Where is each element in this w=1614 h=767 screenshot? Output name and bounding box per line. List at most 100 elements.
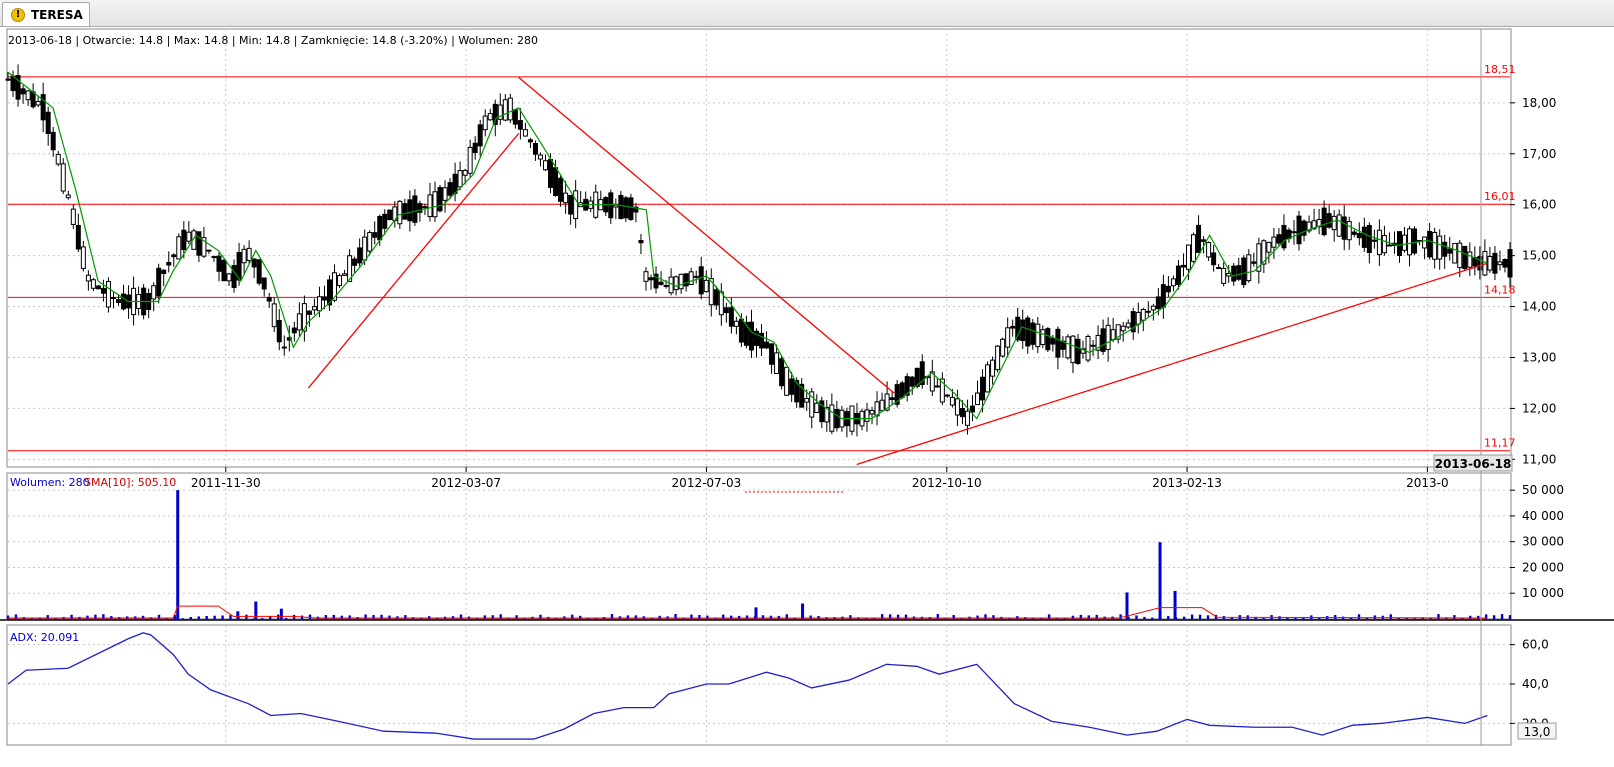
volume-bar — [1429, 617, 1432, 619]
volume-spike-bar — [801, 603, 805, 619]
candle-body — [558, 177, 564, 202]
candle-body — [1030, 322, 1036, 345]
price-tick-label: 18,00 — [1522, 96, 1556, 110]
candle-body — [276, 320, 282, 343]
date-tick-label: 2012-03-07 — [431, 476, 501, 490]
candle-body — [1477, 256, 1483, 271]
candle-body — [1346, 221, 1352, 241]
price-tick-label: 17,00 — [1522, 147, 1556, 161]
volume-bar — [722, 614, 725, 619]
candle-body — [653, 273, 659, 289]
candle-body — [15, 75, 21, 100]
candle-body — [753, 330, 759, 346]
candle-body — [1251, 261, 1257, 264]
chart-area[interactable]: 18,51 16,01 14,18 11,17 11,00 12,00 13,00 14,0… — [0, 27, 1614, 767]
volume-bar — [690, 614, 693, 619]
candle-body — [899, 382, 905, 398]
volume-bar — [904, 614, 908, 619]
sma-polyline — [7, 71, 1488, 420]
volume-bar — [1254, 616, 1257, 619]
candle-body — [1000, 338, 1006, 357]
candle-body — [728, 307, 734, 327]
candle-body — [1321, 207, 1327, 236]
candle-body — [1135, 311, 1141, 325]
candle-body — [382, 213, 388, 229]
candle-body — [216, 255, 222, 272]
candle-body — [1306, 221, 1312, 232]
candle-body — [271, 303, 277, 328]
volume-bar — [1031, 617, 1035, 619]
candle-body — [75, 224, 81, 250]
volume-bar — [102, 614, 105, 619]
volume-bar — [1302, 618, 1305, 619]
candle-body — [70, 208, 76, 225]
volume-bar — [1484, 614, 1488, 619]
tab-teresa[interactable]: ! TERESA — [2, 2, 90, 26]
candle-body — [1115, 324, 1121, 340]
candle-body — [824, 406, 830, 423]
volume-bar — [1500, 614, 1504, 619]
volume-bar — [1135, 615, 1138, 619]
volume-tick-label: 40 000 — [1522, 509, 1564, 523]
candle-body — [367, 232, 373, 252]
trend-lines — [307, 76, 1488, 466]
volume-bar — [658, 615, 661, 619]
volume-bar — [1413, 618, 1416, 619]
candle-body — [1040, 329, 1046, 345]
candle-body — [116, 299, 122, 303]
candle-body — [522, 129, 528, 137]
candle-body — [613, 204, 619, 208]
candle-body — [1276, 234, 1282, 244]
candle-body — [769, 343, 775, 365]
candle-body — [342, 273, 348, 276]
candle-body — [688, 271, 694, 285]
candle-body — [291, 327, 297, 334]
volume-spike-bar — [1173, 590, 1177, 619]
candle-body — [296, 313, 302, 331]
candle-body — [105, 280, 111, 308]
candle-body — [1412, 228, 1418, 254]
candle-body — [1261, 240, 1267, 265]
candle-body — [1502, 258, 1508, 268]
candle-body — [543, 160, 549, 171]
volume-bar — [94, 614, 97, 619]
candle-body — [1105, 324, 1111, 350]
volume-spike-bar — [279, 608, 283, 619]
candle-body — [151, 285, 157, 300]
candle-body — [1226, 273, 1232, 277]
candle-body — [326, 279, 332, 306]
volume-bar — [571, 614, 574, 619]
candle-body — [1155, 296, 1161, 310]
price-axis: 11,00 12,00 13,00 14,00 15,00 16,00 17,00 18,00 — [1510, 96, 1556, 466]
candle-body — [648, 277, 654, 281]
candle-body — [1351, 231, 1357, 235]
candle-body — [412, 195, 418, 223]
candle-body — [1497, 261, 1503, 266]
candle-body — [949, 396, 955, 406]
volume-tick-label: 10 000 — [1522, 586, 1564, 600]
candle-body — [306, 310, 312, 315]
candle-body — [1427, 230, 1433, 258]
candle-body — [226, 273, 232, 282]
candle-body — [1231, 265, 1237, 282]
volume-bar — [761, 615, 765, 619]
candle-body — [171, 254, 177, 258]
candle-body — [45, 111, 51, 135]
candle-body — [1020, 319, 1026, 342]
volume-tick-label: 20 000 — [1522, 560, 1564, 574]
candle-body — [789, 378, 795, 395]
candle-body — [452, 173, 458, 194]
volume-bar — [483, 615, 487, 619]
volume-bar — [229, 615, 232, 619]
candle-body — [407, 199, 413, 222]
candle-body — [1201, 239, 1207, 242]
candle-body — [1120, 325, 1126, 332]
stock-chart[interactable]: 18,51 16,01 14,18 11,17 11,00 12,00 13,00 14,0… — [0, 27, 1614, 767]
volume-sma-label: SMA[10]: 505.10 — [84, 476, 176, 489]
volume-bar — [1198, 614, 1202, 619]
candle-body — [1291, 231, 1297, 234]
volume-spike-bar — [754, 607, 758, 619]
volume-bar — [70, 614, 73, 619]
candle-body — [1160, 284, 1166, 308]
candle-body — [422, 206, 428, 209]
